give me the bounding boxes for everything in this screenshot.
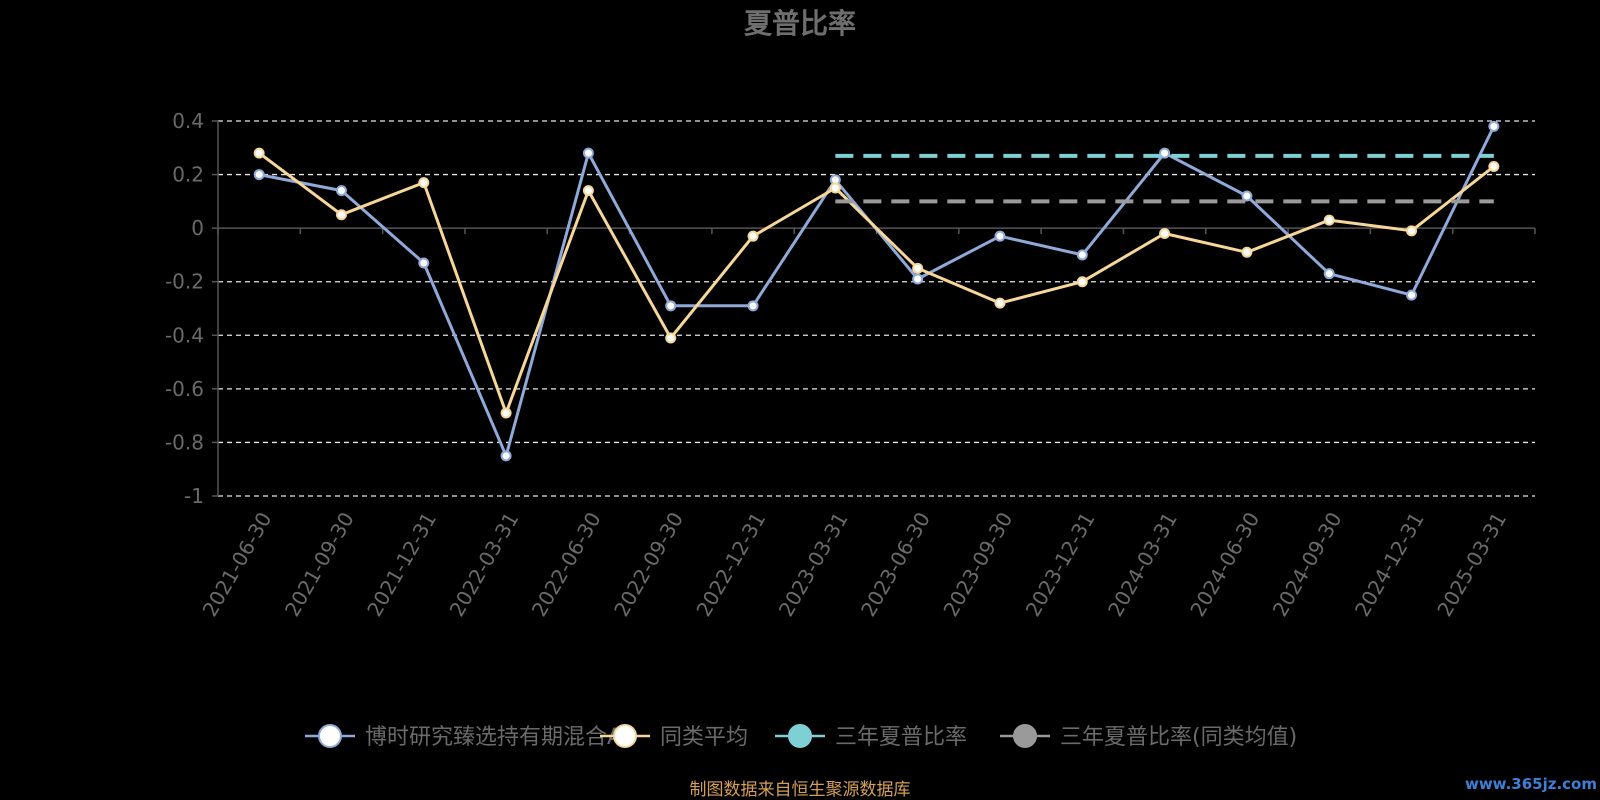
x-tick-label: 2025-03-31 [1432,508,1511,621]
data-point [1159,147,1171,159]
data-point [912,273,924,285]
data-point [665,300,677,312]
data-point [582,185,594,197]
legend-label: 三年夏普比率 [835,725,967,750]
x-tick-label: 2021-09-30 [280,508,359,621]
x-tick-label: 2023-06-30 [856,508,935,621]
x-tick-label: 2024-06-30 [1185,508,1264,621]
data-point [1488,161,1500,173]
legend-marker [1013,724,1037,748]
watermark: www.365jz.com [1465,775,1597,793]
data-point [912,262,924,274]
series-line [258,151,1495,415]
axes [212,120,1536,497]
data-point [1406,225,1418,237]
legend-label: 博时研究臻选持有期混合A [365,725,622,750]
y-axis-ticks: 0.4 0.2 0 -0.2 -0.4 -0.6 -0.8 -1 [165,109,204,508]
data-point [829,182,841,194]
data-point [1241,246,1253,258]
legend-item[interactable]: 三年夏普比率(同类均值) [1000,724,1297,750]
x-tick-label: 2024-03-31 [1103,508,1182,621]
y-tick-label: -0.6 [165,377,204,401]
data-point [582,147,594,159]
data-point [994,230,1006,242]
data-point [747,230,759,242]
data-point [1323,214,1335,226]
legend-label: 三年夏普比率(同类均值) [1060,725,1297,750]
data-point [418,177,430,189]
data-point [1323,268,1335,280]
x-tick-label: 2022-03-31 [445,508,524,621]
series-line [258,125,1496,458]
data-point [500,450,512,462]
y-tick-label: -0.4 [165,323,204,347]
chart-title: 夏普比率 [744,7,856,40]
data-point [418,257,430,269]
series-lines [253,120,1500,462]
data-point [1076,249,1088,261]
data-point [253,169,265,181]
data-point [1076,276,1088,288]
x-tick-label: 2021-06-30 [198,508,277,621]
y-tick-label: -1 [184,484,204,508]
legend-item[interactable]: 同类平均 [600,724,748,750]
source-note: 制图数据来自恒生聚源数据库 [690,780,911,800]
data-point [994,297,1006,309]
x-tick-label: 2023-09-30 [938,508,1017,621]
legend-marker [788,724,812,748]
x-tick-label: 2022-12-31 [691,508,770,621]
legend-marker [613,724,637,748]
x-tick-label: 2023-03-31 [774,508,853,621]
data-point [500,407,512,419]
x-tick-label: 2024-09-30 [1268,508,1347,621]
y-tick-label: -0.8 [165,430,204,454]
data-point [335,209,347,221]
y-tick-label: 0.2 [172,163,204,187]
x-axis-ticks: 2021-06-30 2021-09-30 2021-12-31 2022-03-31… [198,508,1512,621]
x-tick-label: 2022-06-30 [527,508,606,621]
grid-lines [218,120,1535,497]
legend-marker [318,724,342,748]
data-point [1488,120,1500,132]
data-point [665,332,677,344]
data-point [747,300,759,312]
x-tick-label: 2022-09-30 [609,508,688,621]
y-tick-label: 0.4 [172,109,204,133]
data-point [1241,190,1253,202]
y-tick-label: -0.2 [165,270,204,294]
legend[interactable]: 博时研究臻选持有期混合A 同类平均 三年夏普比率 三年夏普比率(同类均值) [305,724,1297,750]
data-point [1406,289,1418,301]
x-tick-label: 2024-12-31 [1350,508,1429,621]
data-point [335,185,347,197]
x-tick-label: 2023-12-31 [1021,508,1100,621]
data-point [1159,228,1171,239]
x-tick-label: 2021-12-31 [362,508,441,621]
legend-item[interactable]: 三年夏普比率 [775,724,967,750]
y-tick-label: 0 [191,216,204,240]
data-point [253,147,265,159]
legend-label: 同类平均 [660,725,748,750]
legend-item[interactable]: 博时研究臻选持有期混合A [305,724,622,750]
